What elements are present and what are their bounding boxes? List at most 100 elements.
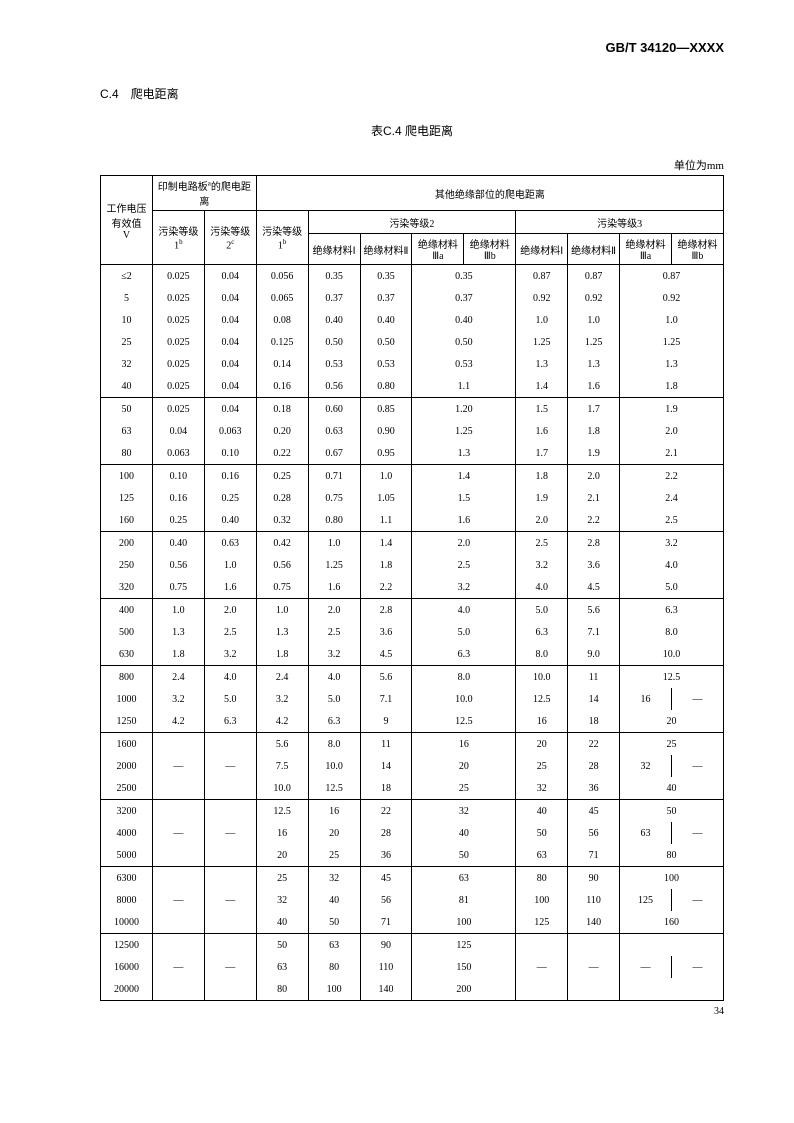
cell-value: 2.2 <box>568 509 620 532</box>
cell-value: 80 <box>516 867 568 890</box>
cell-value: 0.16 <box>152 487 204 509</box>
cell-value: 1.8 <box>360 554 412 576</box>
col-pol-2: 污染等级2 <box>308 211 516 234</box>
cell-value <box>568 934 620 957</box>
cell-value: 140 <box>360 978 412 1001</box>
cell-value: 0.40 <box>204 509 256 532</box>
cell-value: 0.63 <box>204 532 256 555</box>
col-mat1-a: 绝缘材料Ⅰ <box>308 234 360 265</box>
cell-value: 0.50 <box>308 331 360 353</box>
cell-value: — <box>204 822 256 844</box>
cell-value: 3.2 <box>308 643 360 666</box>
cell-value: 32 <box>308 867 360 890</box>
cell-value: 0.50 <box>412 331 516 353</box>
cell-value: 0.04 <box>204 353 256 375</box>
cell-value: 0.40 <box>308 309 360 331</box>
cell-value: 0.04 <box>204 331 256 353</box>
col-pol-1b: 污染等级1b <box>152 211 204 265</box>
cell-value: 8.0 <box>516 643 568 666</box>
cell-value: 0.80 <box>360 375 412 398</box>
cell-voltage: 4000 <box>101 822 153 844</box>
cell-value: 6.3 <box>516 621 568 643</box>
cell-value: 1.3 <box>568 353 620 375</box>
cell-value: 36 <box>360 844 412 867</box>
cell-value: 2.0 <box>620 420 724 442</box>
cell-value: 0.63 <box>308 420 360 442</box>
cell-value: 0.025 <box>152 265 204 288</box>
cell-value: 0.063 <box>152 442 204 465</box>
cell-value: 1.7 <box>516 442 568 465</box>
cell-value: 4.0 <box>308 666 360 689</box>
cell-voltage: 2500 <box>101 777 153 800</box>
cell-value: 0.50 <box>360 331 412 353</box>
cell-value: 12.5 <box>412 710 516 733</box>
cell-voltage: 400 <box>101 599 153 622</box>
cell-value: 140 <box>568 911 620 934</box>
cell-value: 2.2 <box>360 576 412 599</box>
cell-value: 9 <box>360 710 412 733</box>
cell-value: 6.3 <box>308 710 360 733</box>
cell-value: — <box>671 889 723 911</box>
cell-value: 1.6 <box>568 375 620 398</box>
cell-value: 1.0 <box>204 554 256 576</box>
cell-value: 5.0 <box>620 576 724 599</box>
cell-value: 3.2 <box>152 688 204 710</box>
cell-voltage: 50 <box>101 398 153 421</box>
cell-value: 4.2 <box>152 710 204 733</box>
cell-value: 0.75 <box>256 576 308 599</box>
unit-label: 单位为mm <box>100 157 724 173</box>
cell-value: 11 <box>360 733 412 756</box>
cell-value: 50 <box>256 934 308 957</box>
cell-value <box>204 978 256 1001</box>
col-mat3b-b: 绝缘材料Ⅲb <box>671 234 723 265</box>
cell-value: 4.2 <box>256 710 308 733</box>
cell-value: 50 <box>412 844 516 867</box>
cell-value: 0.025 <box>152 398 204 421</box>
cell-value: 80 <box>308 956 360 978</box>
cell-value: 1.4 <box>412 465 516 488</box>
cell-value: 0.90 <box>360 420 412 442</box>
cell-value: — <box>671 822 723 844</box>
cell-value: 0.71 <box>308 465 360 488</box>
cell-value: — <box>671 688 723 710</box>
cell-voltage: 250 <box>101 554 153 576</box>
cell-value: 1.6 <box>516 420 568 442</box>
cell-value: 3.6 <box>568 554 620 576</box>
col-other-group: 其他绝缘部位的爬电距离 <box>256 176 723 211</box>
cell-value: 36 <box>568 777 620 800</box>
cell-value: 1.25 <box>308 554 360 576</box>
cell-value: 1.1 <box>360 509 412 532</box>
cell-value: 32 <box>516 777 568 800</box>
cell-value: 16 <box>620 688 672 710</box>
cell-value: 150 <box>412 956 516 978</box>
cell-value: 25 <box>308 844 360 867</box>
cell-value: 0.80 <box>308 509 360 532</box>
cell-value: 16 <box>412 733 516 756</box>
cell-value: 20 <box>620 710 724 733</box>
cell-value: 1.3 <box>516 353 568 375</box>
cell-value: 63 <box>256 956 308 978</box>
cell-value: 50 <box>308 911 360 934</box>
cell-value: 2.5 <box>516 532 568 555</box>
cell-value: 1.25 <box>516 331 568 353</box>
cell-value: 18 <box>568 710 620 733</box>
cell-value: 0.56 <box>308 375 360 398</box>
cell-value: 3.2 <box>620 532 724 555</box>
cell-value: 0.10 <box>204 442 256 465</box>
cell-value: 100 <box>412 911 516 934</box>
cell-value: 1.4 <box>516 375 568 398</box>
cell-voltage: 10 <box>101 309 153 331</box>
cell-value: 20 <box>516 733 568 756</box>
cell-value: 0.22 <box>256 442 308 465</box>
cell-voltage: 16000 <box>101 956 153 978</box>
cell-value: 1.0 <box>308 532 360 555</box>
cell-value: 1.3 <box>620 353 724 375</box>
cell-value: 2.8 <box>568 532 620 555</box>
cell-value: 4.0 <box>204 666 256 689</box>
cell-value: 5.6 <box>568 599 620 622</box>
cell-value: 4.0 <box>412 599 516 622</box>
col-mat2-b: 绝缘材料Ⅱ <box>568 234 620 265</box>
cell-voltage: 20000 <box>101 978 153 1001</box>
cell-value: 0.04 <box>204 398 256 421</box>
cell-value: 0.025 <box>152 331 204 353</box>
